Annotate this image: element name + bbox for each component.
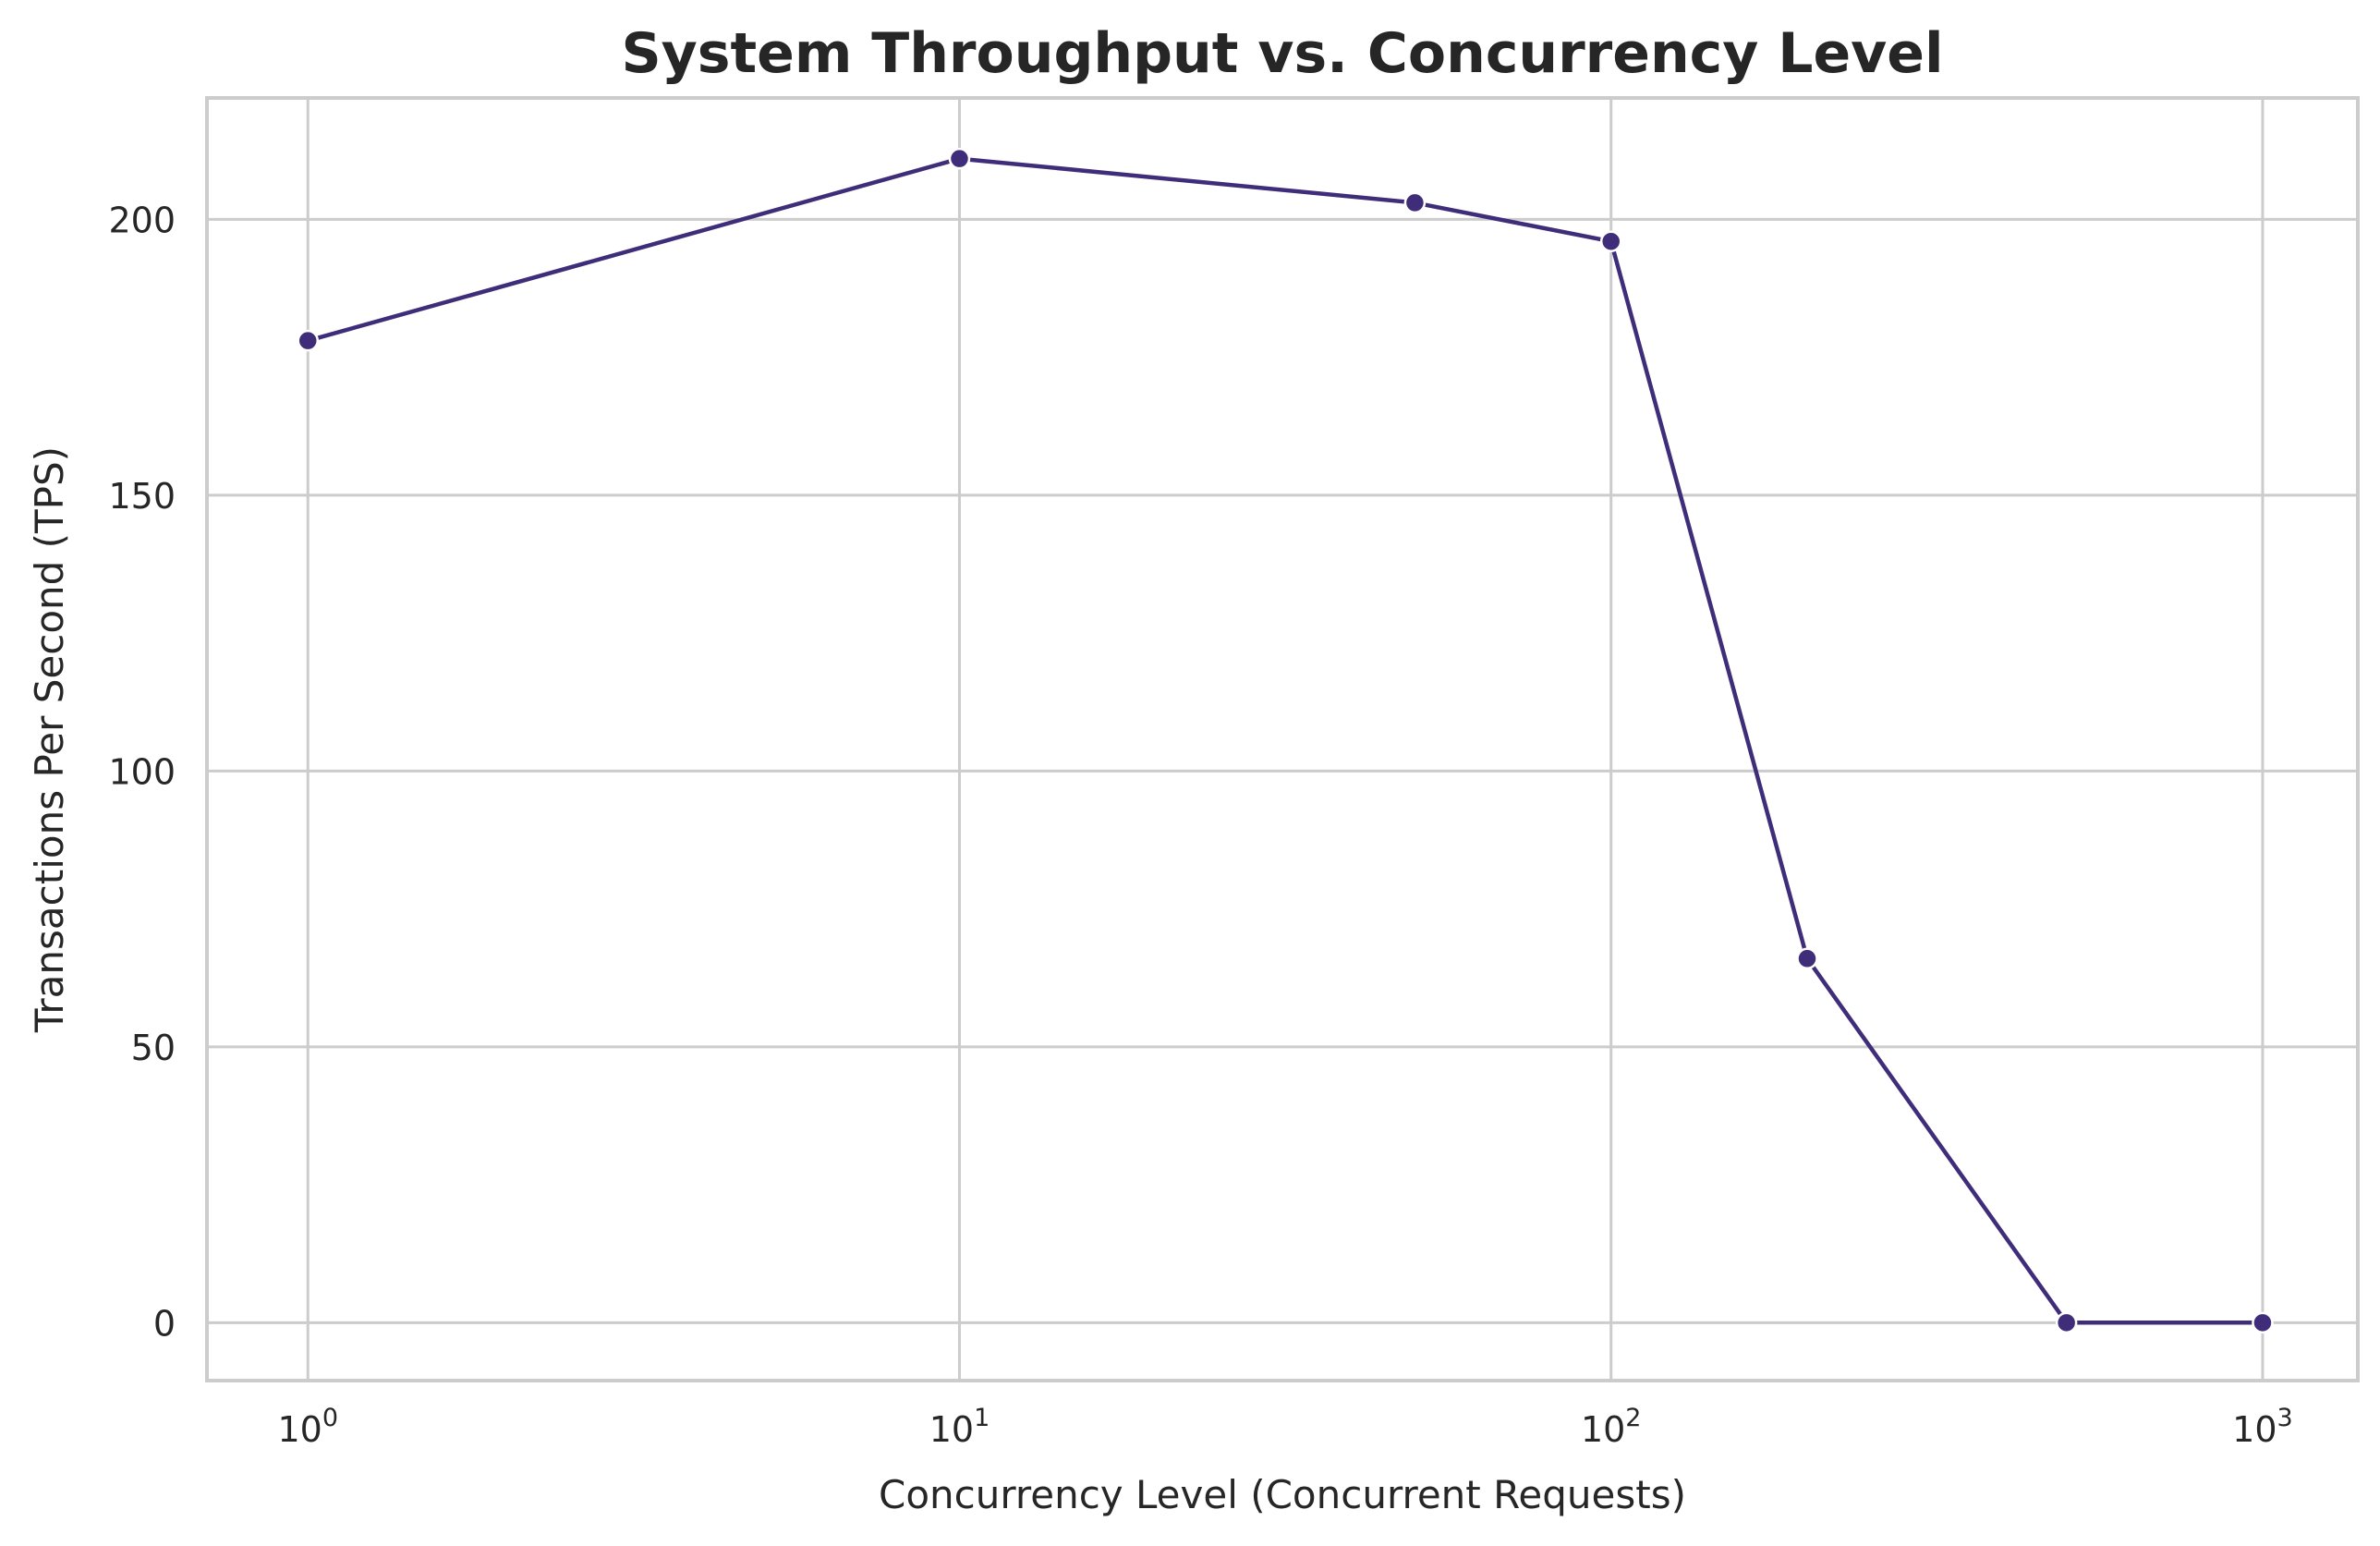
data-point: [1599, 230, 1622, 252]
series-line: [307, 156, 2263, 1325]
series-layer: [297, 147, 2274, 1334]
x-axis-label: Concurrency Level (Concurrent Requests): [879, 1472, 1686, 1517]
y-tick-label: 0: [153, 1303, 176, 1344]
data-point: [2252, 1311, 2274, 1334]
y-tick-label: 200: [108, 200, 176, 240]
y-tick-labels: 0 50 100 150 200: [108, 200, 176, 1344]
x-tick-label: 102: [1581, 1404, 1642, 1450]
x-tick-label: 101: [929, 1404, 990, 1450]
x-tick-labels: 100 101 102 103: [277, 1404, 2292, 1450]
data-point: [1796, 947, 1818, 970]
x-tick-label: 103: [2232, 1404, 2293, 1450]
x-tick-label: 100: [277, 1404, 338, 1450]
plot-frame: [205, 96, 2360, 1382]
y-axis-label: Transactions Per Second (TPS): [27, 446, 72, 1033]
data-point: [1403, 191, 1427, 214]
grid: [207, 98, 2358, 1381]
y-tick-label: 100: [108, 751, 176, 792]
data-point: [2055, 1311, 2078, 1334]
y-tick-label: 50: [131, 1028, 176, 1068]
data-point: [948, 147, 971, 170]
data-point: [297, 329, 319, 352]
chart-title: System Throughput vs. Concurrency Level: [621, 21, 1943, 86]
y-tick-label: 150: [108, 476, 176, 517]
